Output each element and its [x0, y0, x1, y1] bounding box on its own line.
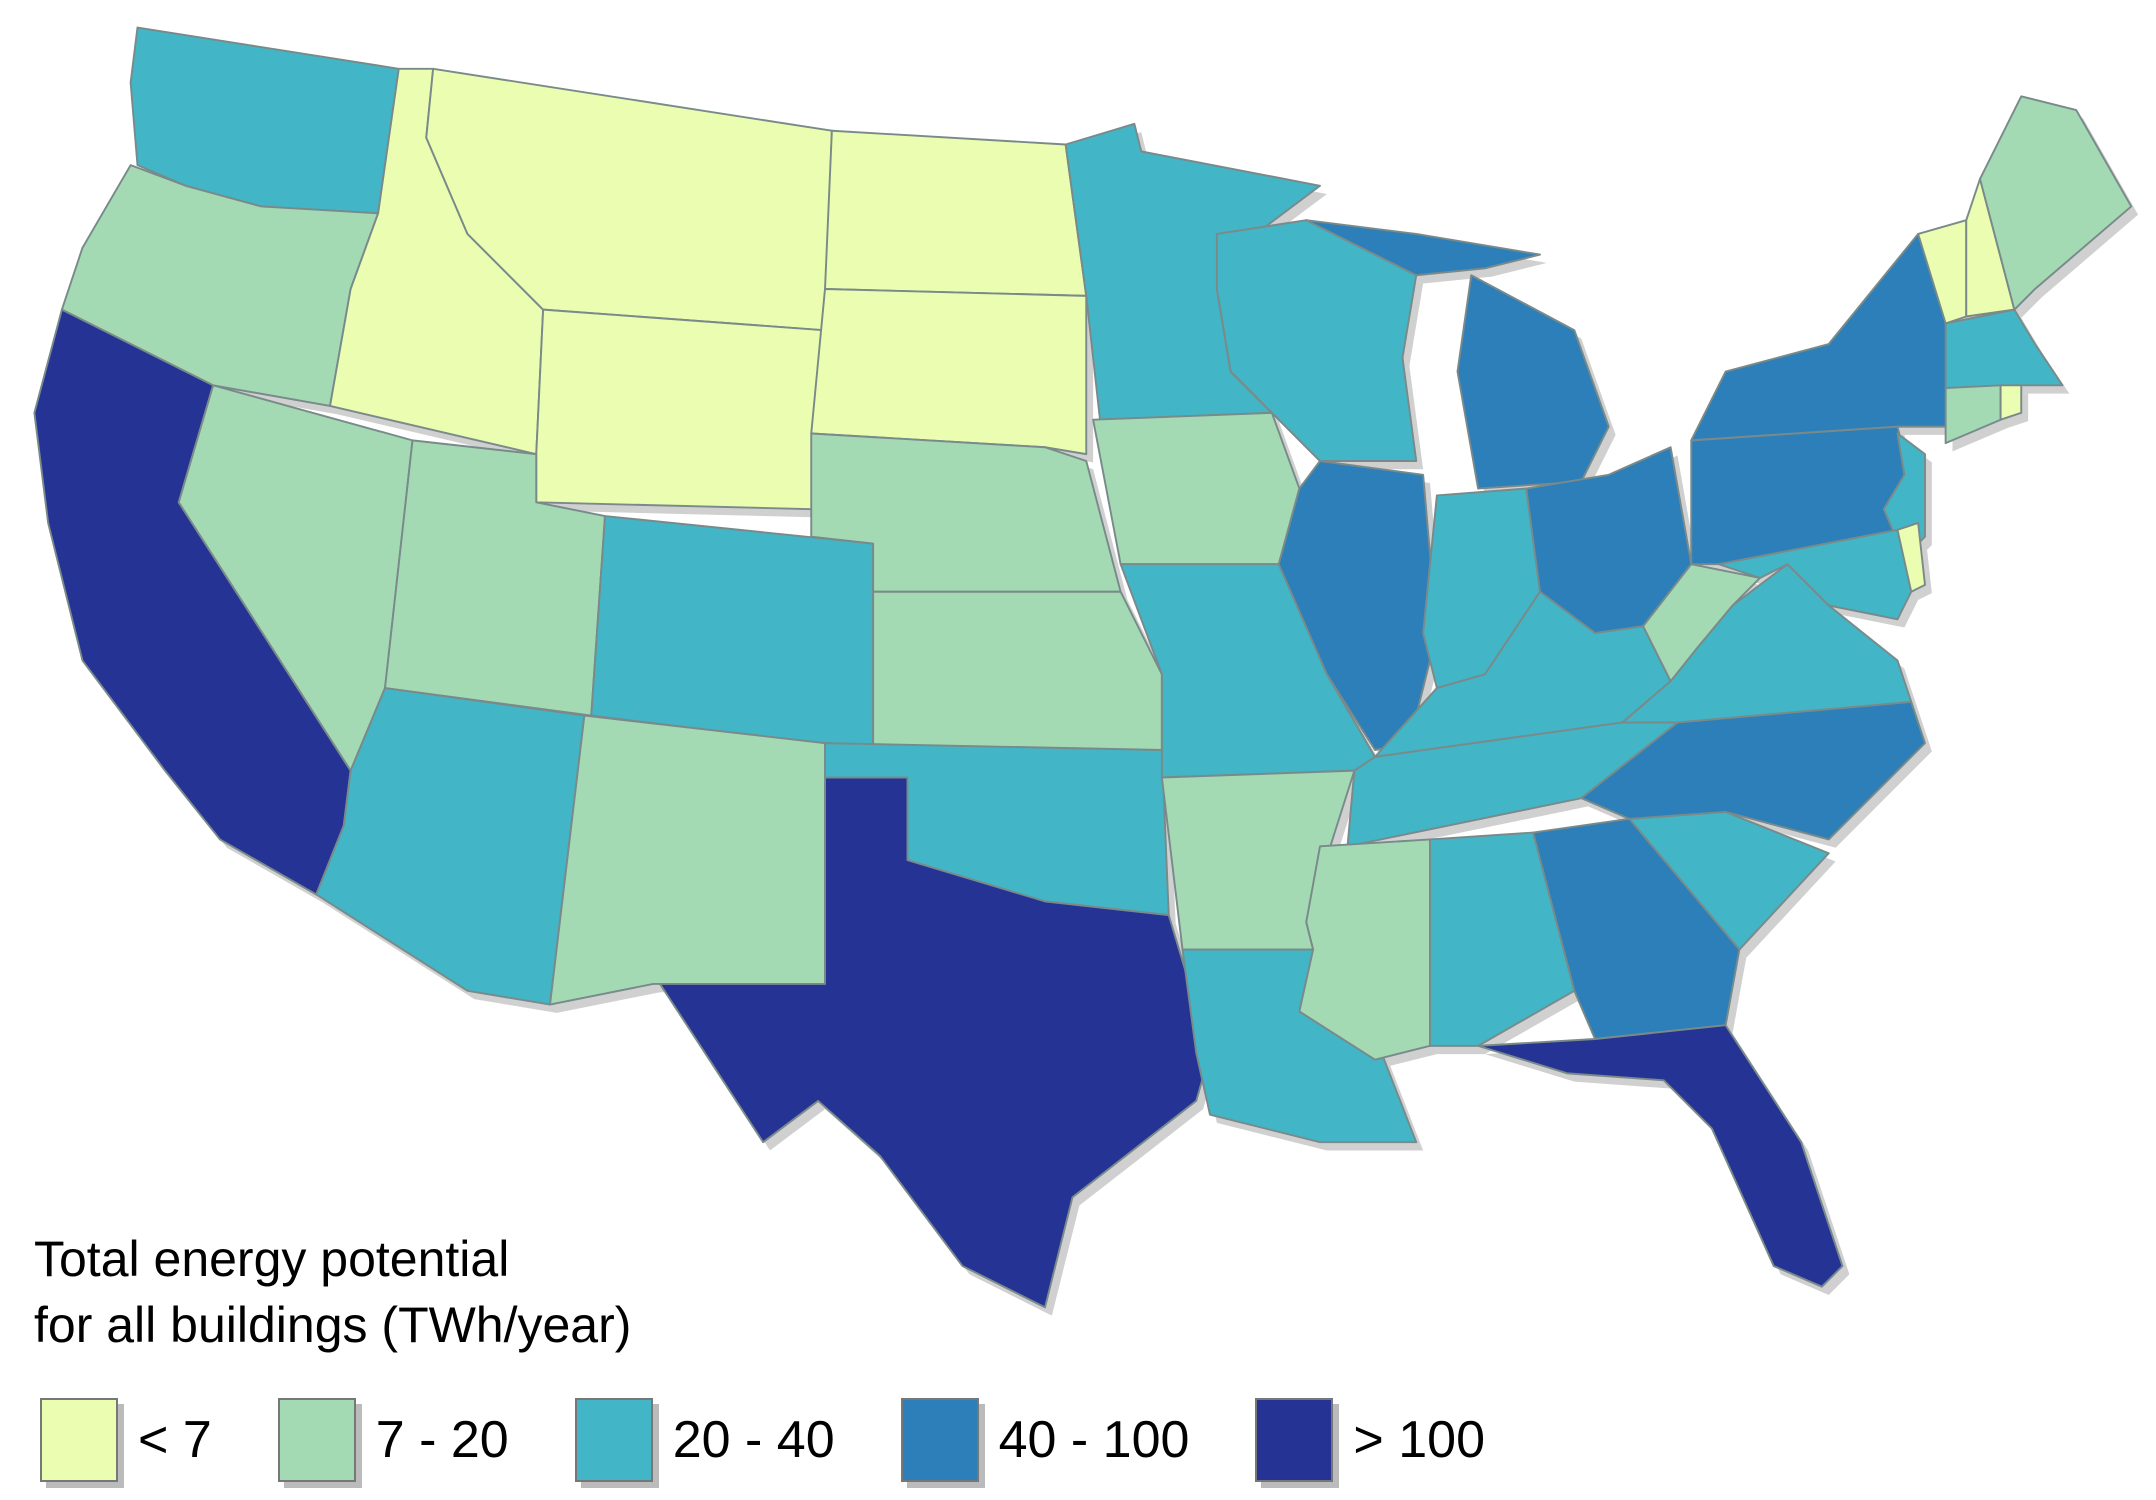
state-tx	[659, 776, 1211, 1309]
state-ny	[1690, 232, 1968, 442]
legend-label: > 100	[1353, 1411, 1485, 1469]
legend-swatch	[574, 1398, 653, 1482]
legend-item-20-40: 20 - 40	[574, 1398, 835, 1482]
legend-item-lt7: < 7	[40, 1398, 212, 1482]
state-wy	[535, 308, 826, 511]
legend-item-gt100: > 100	[1255, 1398, 1485, 1482]
states-layer	[33, 26, 2133, 1309]
state-mi	[1305, 219, 1541, 277]
legend-swatch	[900, 1398, 979, 1482]
state-ks	[872, 590, 1163, 751]
state-nm	[549, 714, 826, 1006]
state-fl	[1477, 1024, 1844, 1288]
state-ia	[1092, 411, 1301, 566]
legend-title-line1: Total energy potential	[34, 1231, 510, 1287]
state-de	[1896, 521, 1926, 593]
state-al	[1429, 831, 1576, 1047]
state-ri	[1999, 384, 2023, 421]
legend-label: 40 - 100	[998, 1411, 1190, 1469]
state-nd	[824, 129, 1088, 297]
state-il	[1277, 460, 1438, 751]
legend-title-line2: for all buildings (TWh/year)	[34, 1297, 632, 1353]
legend-label: < 7	[138, 1411, 212, 1469]
legend-swatch	[277, 1398, 356, 1482]
legend-item-7-20: 7 - 20	[277, 1398, 509, 1482]
state-sd	[810, 288, 1088, 456]
legend: < 7 7 - 20 20 - 40 40 - 100 > 100	[40, 1398, 1551, 1482]
legend-label: 7 - 20	[375, 1411, 509, 1469]
legend-item-40-100: 40 - 100	[900, 1398, 1190, 1482]
legend-swatch	[40, 1398, 118, 1482]
state-co	[590, 515, 875, 751]
legend-label: 20 - 40	[672, 1411, 835, 1469]
legend-title: Total energy potential for all buildings…	[34, 1226, 631, 1358]
state-mi	[1456, 274, 1610, 490]
state-ma	[1944, 308, 2064, 390]
legend-swatch	[1255, 1398, 1334, 1482]
